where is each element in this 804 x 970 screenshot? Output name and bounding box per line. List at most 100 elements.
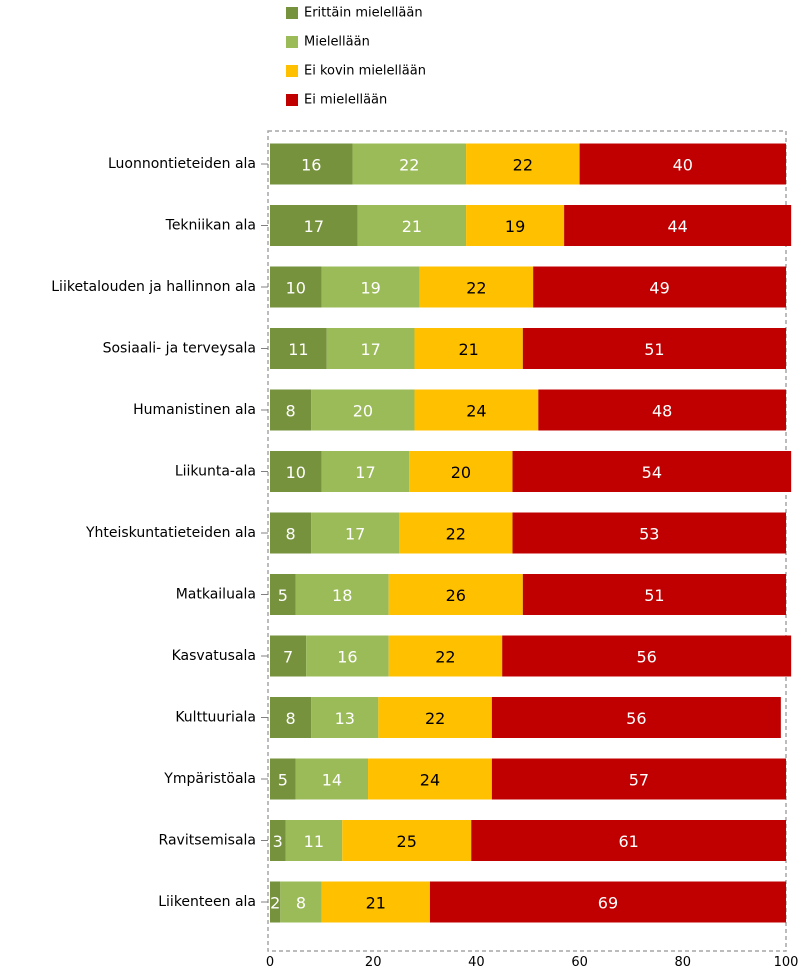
data-label: 57 xyxy=(629,771,649,790)
bar-segment-ei-kovin-mielellaan xyxy=(466,205,565,246)
bar-segment-ei-kovin-mielellaan xyxy=(419,266,534,308)
x-tick-label: 20 xyxy=(365,955,382,970)
x-axis-tick-labels: 0 20 40 60 80 100 xyxy=(266,955,799,970)
data-label: 8 xyxy=(286,525,296,544)
bar-segment-ei-mielellaan xyxy=(491,758,786,800)
data-label: 11 xyxy=(304,832,324,851)
legend-swatch-ei-kovin-mielellaan xyxy=(286,65,298,77)
x-tick-label: 80 xyxy=(675,955,692,970)
bar-segment-ei-mielellaan xyxy=(471,820,786,861)
bar-segment-mielellaan xyxy=(311,512,399,554)
bar-segment-mielellaan xyxy=(357,205,467,246)
data-label: 22 xyxy=(425,709,445,728)
bar-segment-ei-mielellaan xyxy=(579,143,786,185)
bar-segment-mielellaan xyxy=(352,143,467,185)
bar-segment-mielellaan xyxy=(321,451,410,492)
data-label: 8 xyxy=(286,709,296,728)
data-label: 56 xyxy=(637,648,657,667)
data-label: 20 xyxy=(451,463,471,482)
bar-segment-ei-mielellaan xyxy=(522,328,786,369)
legend-swatch-mielellaan xyxy=(286,36,298,48)
bar-segment-erittain-mielellaan xyxy=(270,881,281,923)
x-tick-label: 0 xyxy=(266,955,274,970)
data-label: 56 xyxy=(626,709,646,728)
data-label: 3 xyxy=(273,832,283,851)
bar-segment-erittain-mielellaan xyxy=(270,143,353,185)
data-label: 53 xyxy=(639,525,659,544)
bar-segment-erittain-mielellaan xyxy=(270,266,322,308)
data-label: 26 xyxy=(446,586,466,605)
data-label: 51 xyxy=(644,340,664,359)
data-label: 22 xyxy=(446,525,466,544)
data-label: 5 xyxy=(278,586,288,605)
bar-segment-mielellaan xyxy=(311,389,415,431)
bar-segment-erittain-mielellaan xyxy=(270,574,296,615)
category-label: Liiketalouden ja hallinnon ala xyxy=(51,279,256,295)
data-label: 22 xyxy=(399,156,419,175)
bar-segment-erittain-mielellaan xyxy=(270,205,358,246)
bar-segment-mielellaan xyxy=(280,881,322,923)
data-label: 69 xyxy=(598,894,618,913)
bar-segment-ei-kovin-mielellaan xyxy=(414,389,539,431)
category-label: Kulttuuriala xyxy=(175,710,256,726)
bar-segment-ei-kovin-mielellaan xyxy=(342,820,472,861)
bar-segment-ei-mielellaan xyxy=(538,389,786,431)
bar-segment-mielellaan xyxy=(295,758,369,800)
data-label: 17 xyxy=(355,463,375,482)
data-label: 11 xyxy=(288,340,308,359)
data-label: 21 xyxy=(366,894,386,913)
bar-segment-ei-kovin-mielellaan xyxy=(321,881,430,923)
category-label: Kasvatusala xyxy=(172,648,256,664)
category-label: Luonnontieteiden ala xyxy=(108,156,256,172)
category-label: Liikenteen ala xyxy=(158,894,256,910)
bar-segment-ei-kovin-mielellaan xyxy=(399,512,513,554)
data-label: 22 xyxy=(513,156,533,175)
data-label: 40 xyxy=(673,156,693,175)
data-label: 5 xyxy=(278,771,288,790)
bar-segment-ei-kovin-mielellaan xyxy=(409,451,513,492)
category-labels: Luonnontieteiden ala Tekniikan ala Liiketa… xyxy=(51,156,268,910)
bar-segment-erittain-mielellaan xyxy=(270,820,286,861)
category-label: Humanistinen ala xyxy=(133,402,256,418)
bar-segment-ei-mielellaan xyxy=(564,205,792,246)
x-tick-label: 40 xyxy=(468,955,485,970)
bar-segment-erittain-mielellaan xyxy=(270,697,312,738)
bar-segment-mielellaan xyxy=(321,266,420,308)
bar-segment-erittain-mielellaan xyxy=(270,389,312,431)
data-label: 10 xyxy=(286,279,306,298)
bar-segment-ei-mielellaan xyxy=(429,881,786,923)
bar-segment-erittain-mielellaan xyxy=(270,758,296,800)
category-label: Yhteiskuntatieteiden ala xyxy=(85,525,256,541)
data-label: 18 xyxy=(332,586,352,605)
bar-segment-erittain-mielellaan xyxy=(270,328,327,369)
category-label: Liikunta-ala xyxy=(175,464,256,480)
data-label: 49 xyxy=(649,279,669,298)
data-label: 16 xyxy=(337,648,357,667)
data-label: 13 xyxy=(335,709,355,728)
category-label: Ravitsemisala xyxy=(159,833,256,849)
legend-label-ei-mielellaan: Ei mielellään xyxy=(304,93,387,108)
legend-label-erittain-mielellaan: Erittäin mielellään xyxy=(304,6,423,21)
data-label: 51 xyxy=(644,586,664,605)
x-tick-label: 100 xyxy=(774,955,799,970)
legend-swatch-erittain-mielellaan xyxy=(286,7,298,19)
legend: Erittäin mielellään Mielellään Ei kovin mi… xyxy=(286,6,426,108)
data-label: 61 xyxy=(618,832,638,851)
bar-segment-ei-mielellaan xyxy=(522,574,786,615)
bar-segment-erittain-mielellaan xyxy=(270,451,322,492)
data-label: 7 xyxy=(283,648,293,667)
bar-segment-ei-kovin-mielellaan xyxy=(368,758,492,800)
bar-segment-ei-mielellaan xyxy=(502,635,792,677)
data-label: 48 xyxy=(652,402,672,421)
bar-segment-ei-kovin-mielellaan xyxy=(378,697,492,738)
bar-segment-ei-mielellaan xyxy=(512,512,786,554)
bar-segment-mielellaan xyxy=(326,328,415,369)
bar-segment-mielellaan xyxy=(295,574,389,615)
data-label: 16 xyxy=(301,156,321,175)
bar-segment-mielellaan xyxy=(285,820,343,861)
data-label: 22 xyxy=(435,648,455,667)
data-label: 17 xyxy=(345,525,365,544)
data-label: 22 xyxy=(466,279,486,298)
x-tick-label: 60 xyxy=(571,955,588,970)
